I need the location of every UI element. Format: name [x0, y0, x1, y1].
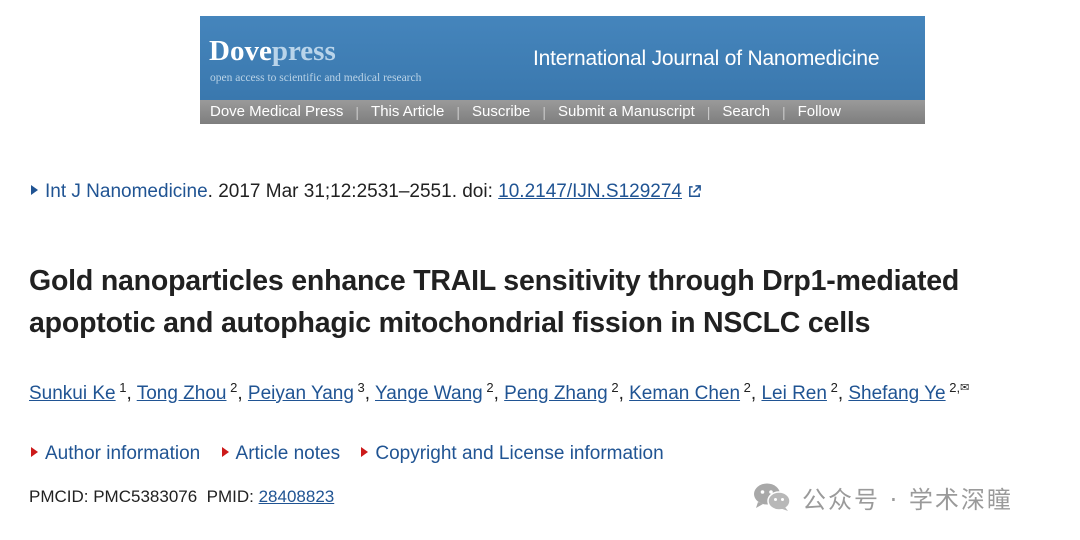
article-identifiers: PMCID: PMC5383076 PMID: 28408823 [29, 485, 334, 509]
watermark: 公众号 · 学术深瞳 [752, 480, 1013, 514]
author-list: Sunkui Ke 1, Tong Zhou 2, Peiyan Yang 3,… [29, 374, 969, 408]
author-affiliation: 2 [743, 380, 751, 395]
author-link[interactable]: Peiyan Yang [247, 383, 354, 404]
journal-name[interactable]: International Journal of Nanomedicine [533, 47, 880, 70]
nav-follow[interactable]: Follow [797, 103, 841, 120]
nav-divider: | [355, 104, 360, 120]
author-information-toggle[interactable]: Author information [31, 443, 200, 464]
nav-divider: | [542, 104, 547, 120]
author-link[interactable]: Keman Chen [629, 383, 741, 404]
brand-main: Dove [209, 35, 272, 67]
author-link[interactable]: Yange Wang [375, 383, 483, 404]
wechat-icon [754, 483, 791, 511]
citation-line: Int J Nanomedicine. 2017 Mar 31;12:2531–… [31, 180, 702, 204]
author-link[interactable]: Tong Zhou [136, 383, 227, 404]
expand-triangle-icon[interactable] [31, 185, 38, 195]
nav-divider: | [706, 104, 711, 120]
author-affiliation: 2 [611, 380, 619, 395]
nav-search[interactable]: Search [722, 103, 770, 120]
author-link[interactable]: Shefang Ye [848, 383, 946, 404]
expand-triangle-icon [221, 447, 229, 457]
author-affiliation: 3 [357, 380, 365, 395]
external-link-icon[interactable] [687, 184, 702, 199]
brand-accent: press [271, 35, 336, 67]
watermark-text: 公众号 · 学术深瞳 [802, 485, 1013, 514]
author-link[interactable]: Sunkui Ke [29, 383, 116, 404]
expand-triangle-icon [31, 447, 38, 457]
banner-header: Dovepress open access to scientific and … [200, 16, 925, 100]
copyright-toggle[interactable]: Copyright and License information [361, 443, 664, 464]
article-title: Gold nanoparticles enhance TRAIL sensiti… [29, 265, 960, 339]
author-affiliation: 2 [830, 380, 838, 395]
nav-subscribe[interactable]: Suscribe [472, 103, 531, 120]
nav-divider: | [781, 104, 786, 120]
nav-dove-medical-press[interactable]: Dove Medical Press [210, 103, 344, 120]
citation-details: . 2017 Mar 31;12:2531–2551. doi: [207, 181, 499, 202]
nav-this-article[interactable]: This Article [371, 103, 445, 120]
journal-link[interactable]: Int J Nanomedicine [45, 181, 208, 202]
author-affiliation: 2 [230, 380, 238, 395]
pmid-label: PMID: [206, 487, 259, 506]
pmid-link[interactable]: 28408823 [258, 487, 335, 506]
expand-triangle-icon [361, 447, 369, 457]
author-information-link[interactable]: Author information [45, 443, 201, 464]
email-icon[interactable]: ✉ [960, 382, 970, 394]
article-notes-link[interactable]: Article notes [235, 443, 341, 464]
article-info-links: Author information Article notes Copyrig… [31, 441, 680, 467]
author-affiliation: 2 [486, 380, 494, 395]
banner-nav: Dove Medical Press | This Article | Susc… [200, 100, 925, 124]
author-affiliation: 2, [949, 380, 961, 395]
author-link[interactable]: Lei Ren [761, 383, 827, 404]
dovepress-logo[interactable]: Dovepress [209, 35, 336, 67]
journal-banner: Dovepress open access to scientific and … [200, 16, 925, 124]
pmcid: PMCID: PMC5383076 [29, 487, 198, 506]
doi-link[interactable]: 10.2147/IJN.S129274 [498, 181, 682, 202]
brand-tagline: open access to scientific and medical re… [210, 72, 422, 84]
copyright-license-link[interactable]: Copyright and License information [375, 443, 664, 464]
nav-submit-manuscript[interactable]: Submit a Manuscript [558, 103, 695, 120]
author-affiliation: 1 [119, 380, 127, 395]
nav-divider: | [456, 104, 461, 120]
author-link[interactable]: Peng Zhang [504, 383, 608, 404]
article-notes-toggle[interactable]: Article notes [221, 443, 341, 464]
